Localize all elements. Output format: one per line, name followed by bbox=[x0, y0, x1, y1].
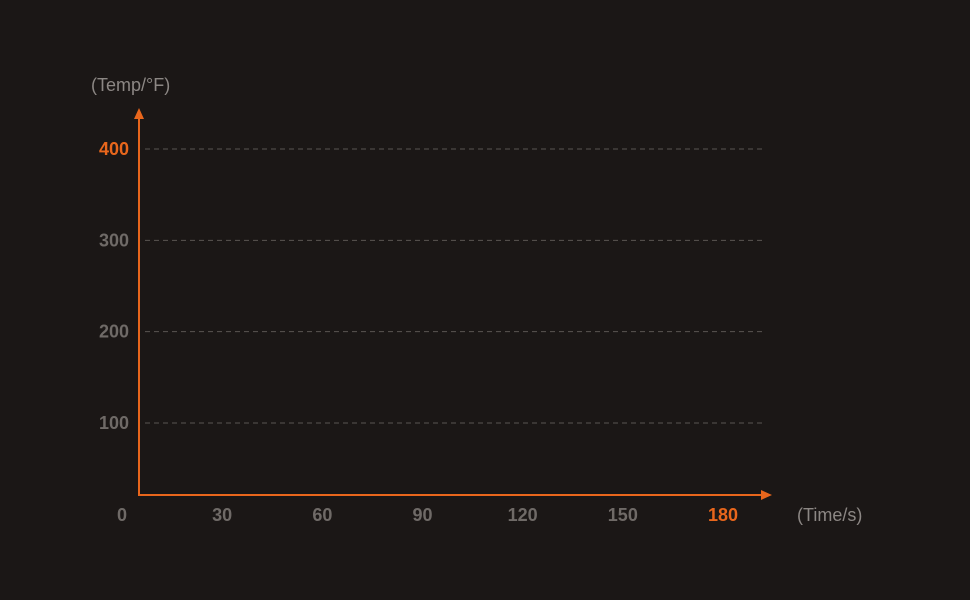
x-tick-label-60: 60 bbox=[312, 505, 332, 525]
x-tick-label-0: 0 bbox=[117, 505, 127, 525]
gridlines bbox=[145, 148, 765, 424]
x-tick-label-150: 150 bbox=[608, 505, 638, 525]
x-tick-label-120: 120 bbox=[508, 505, 538, 525]
y-tick-label-100: 100 bbox=[99, 413, 129, 433]
y-axis-title: (Temp/°F) bbox=[91, 75, 170, 95]
y-tick-label-300: 300 bbox=[99, 230, 129, 250]
x-tick-label-180: 180 bbox=[708, 505, 738, 525]
y-tick-label-200: 200 bbox=[99, 322, 129, 342]
x-tick-label-90: 90 bbox=[412, 505, 432, 525]
axes bbox=[134, 108, 772, 500]
x-axis-title: (Time/s) bbox=[797, 505, 862, 525]
y-axis-arrow-icon bbox=[134, 108, 144, 119]
x-axis-arrow-icon bbox=[761, 490, 772, 500]
y-tick-label-400: 400 bbox=[99, 139, 129, 159]
x-tick-label-30: 30 bbox=[212, 505, 232, 525]
tick-labels: 100 200 300 400 0 30 60 90 120 150 180 bbox=[99, 139, 738, 525]
